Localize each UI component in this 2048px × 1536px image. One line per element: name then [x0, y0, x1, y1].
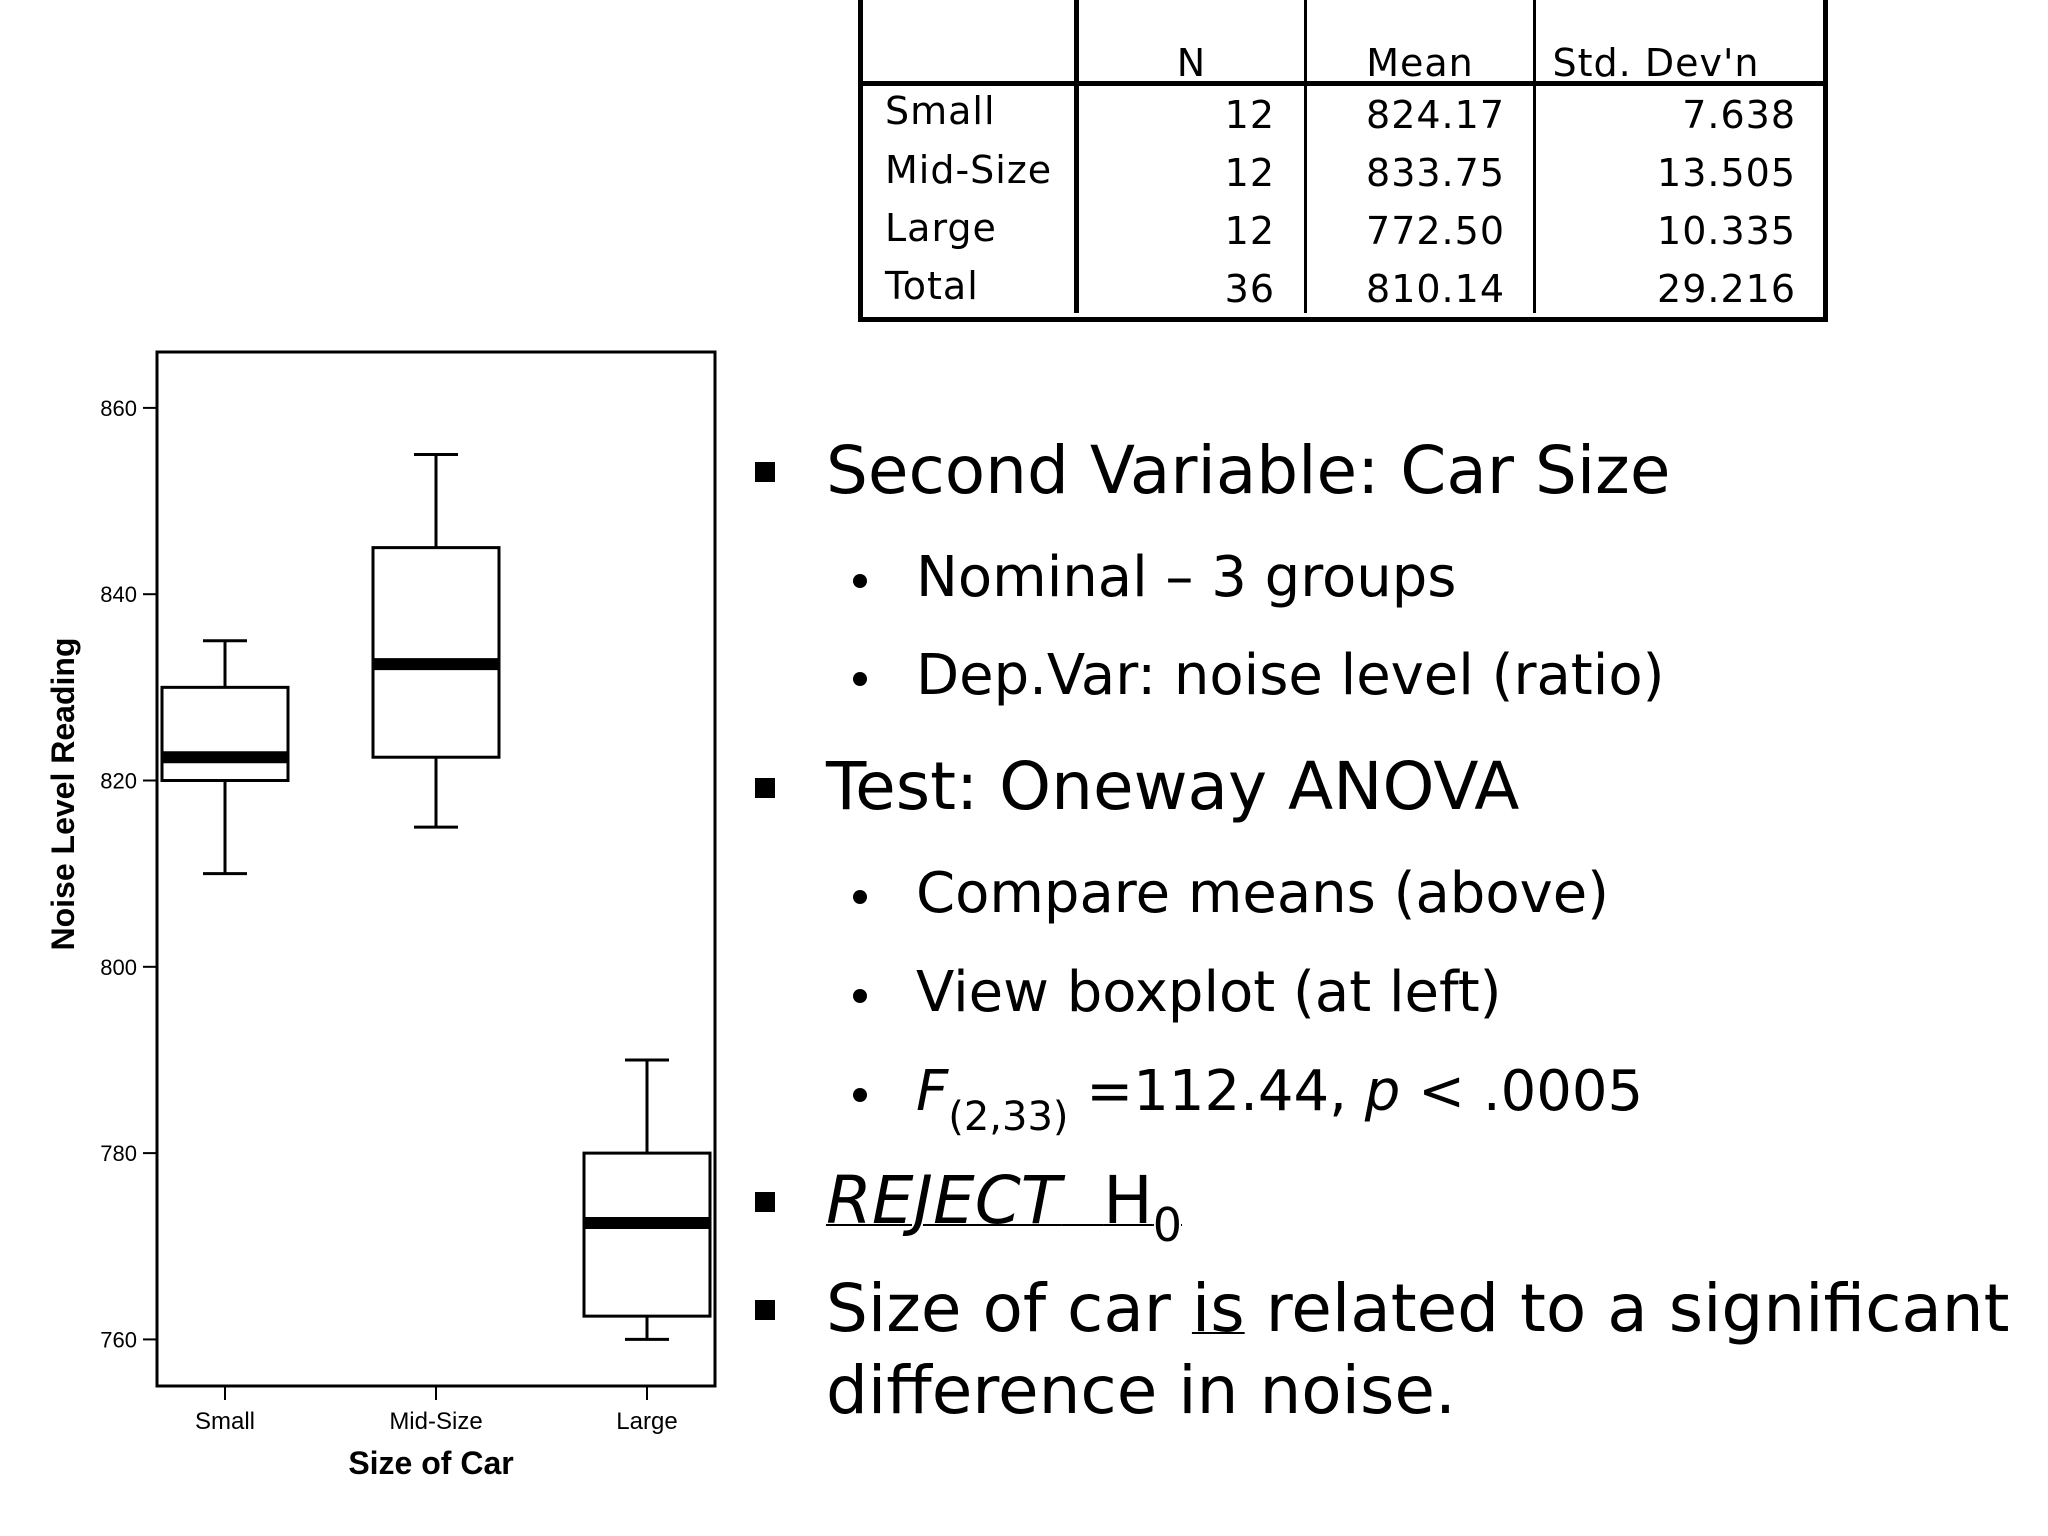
cell-n: 12 [1224, 93, 1275, 137]
conclusion-part: Size of car [826, 1270, 1192, 1347]
bullet-dot [853, 1088, 867, 1102]
bullet-conclusion-line2: difference in noise. [826, 1352, 1456, 1429]
conclusion-part: related to a significant [1244, 1270, 2010, 1347]
table-header-rule [863, 81, 1823, 86]
box-iqr [371, 546, 501, 759]
y-tick-label: 840 [100, 582, 137, 607]
header-sd: Std. Dev'n [1552, 41, 1760, 85]
h-letter: H [1103, 1162, 1153, 1239]
bullet-test: Test: Oneway ANOVA [826, 748, 1520, 825]
table-divider [1533, 0, 1536, 313]
cell-mean: 810.14 [1366, 267, 1505, 311]
p-value: < .0005 [1400, 1059, 1644, 1124]
f-value: =112.44, [1068, 1059, 1365, 1124]
x-tick-label: Mid-Size [389, 1408, 482, 1435]
p-letter: p [1364, 1059, 1401, 1124]
box-iqr [160, 685, 290, 783]
cell-mean: 833.75 [1366, 151, 1505, 195]
sub-bullet-nominal: Nominal – 3 groups [916, 545, 1457, 610]
cell-sd: 29.216 [1657, 267, 1796, 311]
x-tick-label: Small [195, 1408, 255, 1435]
sub-bullet-view-boxplot: View boxplot (at left) [916, 960, 1502, 1025]
row-label: Total [885, 264, 979, 308]
conclusion-is: is [1191, 1270, 1245, 1347]
table-divider [1304, 0, 1307, 313]
cell-n: 12 [1224, 151, 1275, 195]
boxplot-chart: 760 780 800 820 840 860 Small Mid-Size Large Size… [45, 350, 717, 1481]
bullet-dot [853, 574, 867, 588]
cell-sd: 10.335 [1657, 209, 1796, 253]
cell-sd: 13.505 [1657, 151, 1796, 195]
bullet-square [755, 778, 775, 798]
bullet-conclusion: Size of car is related to a significant [826, 1276, 2010, 1342]
table-divider [1074, 0, 1079, 313]
header-n: N [1176, 41, 1207, 85]
bullet-dot [853, 890, 867, 904]
box-iqr [582, 1151, 712, 1318]
cell-mean: 824.17 [1366, 93, 1505, 137]
cell-sd: 7.638 [1682, 93, 1796, 137]
y-tick-label: 860 [100, 396, 137, 421]
bullet-second-variable: Second Variable: Car Size [826, 432, 1671, 509]
sub-bullet-compare-means: Compare means (above) [916, 861, 1610, 926]
sub-bullet-depvar: Dep.Var: noise level (ratio) [916, 643, 1665, 708]
header-mean: Mean [1366, 41, 1474, 85]
y-axis-title: Noise Level Reading [45, 638, 81, 951]
cell-n: 12 [1224, 209, 1275, 253]
y-tick-label: 760 [100, 1327, 137, 1352]
x-axis-title: Size of Car [348, 1445, 513, 1481]
y-tick-label: 780 [100, 1141, 137, 1166]
bullet-square [755, 1192, 775, 1212]
h-subscript: 0 [1152, 1198, 1183, 1252]
bullet-dot [853, 672, 867, 686]
y-tick-label: 820 [100, 769, 137, 794]
reject-text: REJECT [826, 1162, 1062, 1239]
cell-n: 36 [1224, 267, 1275, 311]
descriptive-stats-table: N Mean Std. Dev'n Small 12 824.17 7.638 … [858, 0, 1828, 322]
row-label: Mid-Size [885, 148, 1053, 192]
f-df: (2,33) [948, 1094, 1069, 1140]
cell-mean: 772.50 [1366, 209, 1505, 253]
row-label: Small [885, 89, 996, 133]
bullet-square [755, 1300, 775, 1320]
x-tick-label: Large [616, 1408, 677, 1435]
bullet-dot [853, 989, 867, 1003]
bullet-reject: REJECT H0 [826, 1168, 1182, 1249]
bullet-square [755, 462, 775, 482]
sub-bullet-f-stat: F(2,33) =112.44, p < .0005 [916, 1064, 1643, 1138]
y-tick-label: 800 [100, 955, 137, 980]
f-letter: F [916, 1059, 949, 1124]
row-label: Large [885, 206, 997, 250]
